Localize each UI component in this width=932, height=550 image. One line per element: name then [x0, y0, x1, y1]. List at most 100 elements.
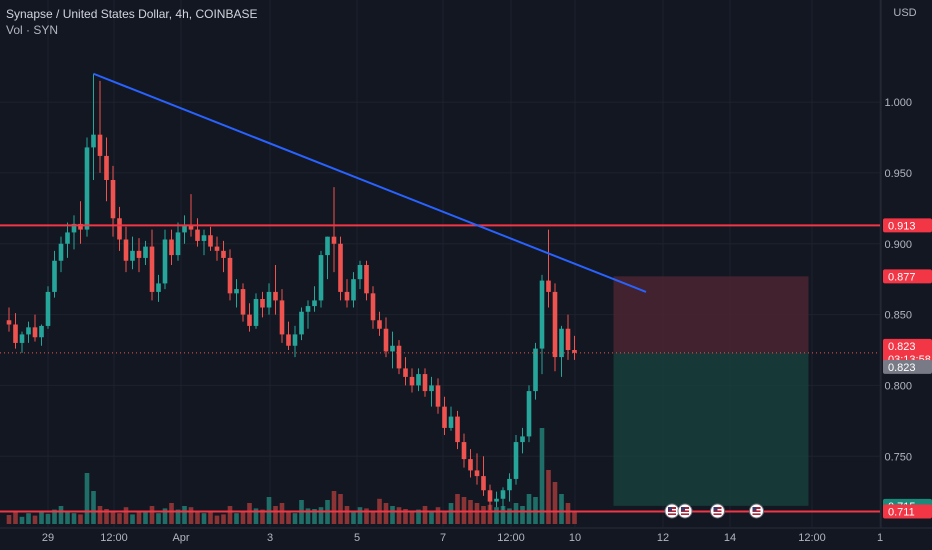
- price-tag[interactable]: [883, 504, 932, 519]
- candle-body[interactable]: [65, 232, 70, 244]
- candle-body[interactable]: [78, 223, 83, 230]
- candle-body[interactable]: [266, 291, 272, 308]
- candle-body[interactable]: [104, 155, 109, 180]
- candle-body[interactable]: [279, 300, 285, 335]
- candle-body[interactable]: [403, 368, 408, 377]
- candle-body[interactable]: [19, 334, 25, 343]
- candle-body[interactable]: [513, 442, 519, 479]
- candle-body[interactable]: [292, 334, 298, 346]
- candle-body[interactable]: [565, 328, 571, 350]
- candle-body[interactable]: [91, 134, 96, 148]
- candle-body[interactable]: [383, 328, 389, 352]
- candle-body[interactable]: [84, 147, 90, 230]
- candle-body[interactable]: [487, 490, 493, 502]
- candle-body[interactable]: [6, 320, 12, 325]
- candle-body[interactable]: [364, 265, 369, 294]
- candle-body[interactable]: [416, 374, 421, 386]
- candle-body[interactable]: [507, 478, 512, 491]
- candle-body[interactable]: [26, 327, 31, 335]
- candle-body[interactable]: [39, 325, 44, 338]
- candle-body[interactable]: [500, 490, 506, 499]
- candle-body[interactable]: [247, 314, 252, 326]
- candle-body[interactable]: [240, 289, 246, 315]
- candle-body[interactable]: [162, 239, 168, 284]
- candle-body[interactable]: [390, 345, 395, 352]
- candle-body[interactable]: [253, 299, 259, 326]
- candle-body[interactable]: [13, 324, 18, 343]
- candle-body[interactable]: [468, 459, 473, 471]
- candle-body[interactable]: [201, 235, 207, 241]
- volume-indicator-label[interactable]: Vol · SYN: [6, 23, 59, 37]
- trendline[interactable]: [93, 72, 647, 293]
- candle-body[interactable]: [448, 416, 454, 428]
- candle-body[interactable]: [52, 260, 57, 292]
- candle-body[interactable]: [188, 225, 194, 230]
- candle-body[interactable]: [429, 385, 434, 392]
- candle-body[interactable]: [58, 243, 64, 261]
- candle-body[interactable]: [32, 327, 38, 338]
- candle-body[interactable]: [357, 265, 363, 280]
- candle-body[interactable]: [110, 180, 116, 219]
- candle-body[interactable]: [481, 476, 486, 491]
- candle-body[interactable]: [305, 306, 311, 312]
- candle-body[interactable]: [156, 283, 161, 292]
- candle-body[interactable]: [123, 239, 129, 261]
- candle-body[interactable]: [455, 416, 460, 443]
- candle-body[interactable]: [260, 299, 265, 308]
- candle-body[interactable]: [130, 250, 135, 261]
- candle-body[interactable]: [169, 239, 174, 256]
- stop-loss-zone[interactable]: [613, 276, 809, 353]
- candle-body[interactable]: [325, 236, 330, 256]
- currency-label[interactable]: USD: [893, 7, 916, 19]
- candle-body[interactable]: [71, 223, 77, 233]
- candle-body[interactable]: [533, 348, 538, 392]
- candle-body[interactable]: [318, 255, 324, 301]
- candle-body[interactable]: [214, 246, 220, 251]
- candle-body[interactable]: [97, 134, 103, 156]
- price-tag[interactable]: [883, 218, 932, 233]
- candle-body[interactable]: [312, 300, 317, 307]
- candle-body[interactable]: [520, 436, 525, 443]
- candle-body[interactable]: [409, 376, 415, 386]
- candle-body[interactable]: [396, 345, 402, 369]
- candle-body[interactable]: [559, 328, 564, 358]
- candle-body[interactable]: [45, 291, 51, 326]
- candle-body[interactable]: [149, 246, 155, 292]
- price-tag[interactable]: [883, 269, 932, 284]
- candle-body[interactable]: [182, 225, 187, 233]
- candle-body[interactable]: [234, 289, 239, 294]
- candle-body[interactable]: [286, 334, 291, 346]
- candle-body[interactable]: [474, 470, 480, 477]
- candle-body[interactable]: [461, 442, 467, 460]
- candle-body[interactable]: [208, 235, 213, 247]
- candle-body[interactable]: [227, 257, 233, 294]
- symbol-title[interactable]: Synapse / United States Dollar, 4h, COIN…: [6, 7, 258, 21]
- candle-body[interactable]: [370, 293, 376, 321]
- candle-body[interactable]: [526, 391, 532, 437]
- candle-body[interactable]: [299, 311, 304, 335]
- candle-body[interactable]: [351, 279, 356, 301]
- candle-body[interactable]: [221, 250, 226, 258]
- candle-body[interactable]: [572, 350, 577, 353]
- candle-body[interactable]: [442, 406, 447, 428]
- candle-body[interactable]: [143, 246, 148, 258]
- candle-body[interactable]: [435, 385, 441, 407]
- candle-body[interactable]: [546, 280, 551, 292]
- candle-body[interactable]: [552, 291, 558, 358]
- take-profit-zone[interactable]: [613, 352, 809, 506]
- candle-body[interactable]: [117, 218, 122, 240]
- candle-body[interactable]: [136, 250, 142, 258]
- candle-body[interactable]: [195, 229, 200, 241]
- price-tag[interactable]: [883, 359, 932, 374]
- candle-body[interactable]: [344, 291, 350, 301]
- candle-body[interactable]: [422, 374, 428, 392]
- candle-body[interactable]: [338, 243, 343, 292]
- candle-body[interactable]: [539, 280, 545, 349]
- candle-body[interactable]: [494, 498, 499, 502]
- candle-body[interactable]: [175, 232, 181, 256]
- candle-body[interactable]: [273, 291, 278, 301]
- candle-body[interactable]: [331, 236, 337, 244]
- candle-body[interactable]: [377, 320, 382, 329]
